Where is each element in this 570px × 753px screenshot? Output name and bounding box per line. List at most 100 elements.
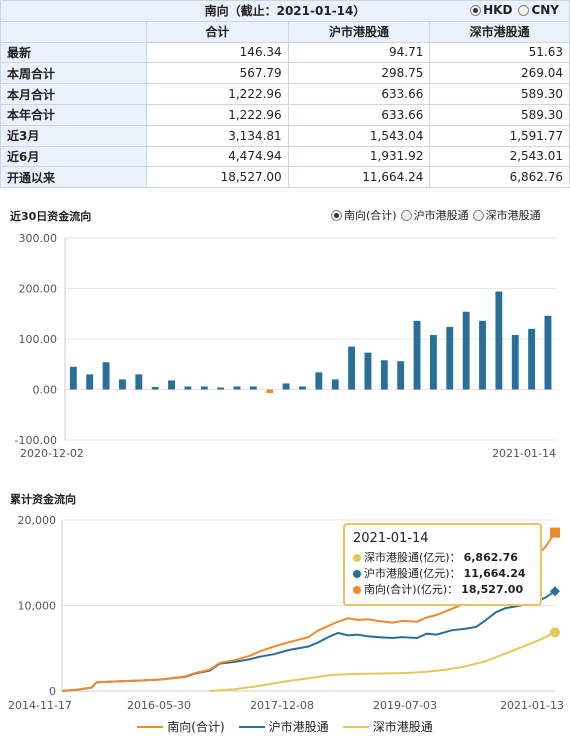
series-line[interactable] — [61, 590, 556, 692]
row-value: 589.30 — [429, 83, 570, 105]
bar[interactable] — [462, 311, 470, 390]
x-tick-label: 2017-12-08 — [250, 699, 314, 712]
tooltip-row: 南向(合计)(亿元)： 18,527.00 — [353, 582, 532, 598]
row-value: 18,527.00 — [146, 166, 289, 189]
end-marker — [550, 627, 560, 638]
legend-label: 南向(合计) — [167, 720, 225, 734]
bar[interactable] — [266, 389, 274, 394]
row-value: 589.30 — [429, 103, 570, 126]
summary-row: 最新 146.34 94.71 51.63 — [0, 41, 570, 64]
series-dot-icon — [353, 554, 361, 562]
series-dot-icon — [353, 570, 361, 578]
currency-hkd[interactable]: HKD — [470, 3, 512, 17]
summary-title: 南向（截止：2021-01-14） — [204, 4, 366, 19]
summary-row: 本月合计 1,222.96 633.66 589.30 — [0, 83, 570, 105]
bar[interactable] — [528, 328, 536, 390]
bar[interactable] — [348, 346, 356, 390]
bar[interactable] — [479, 320, 486, 390]
row-label: 本年合计 — [0, 103, 147, 126]
bar[interactable] — [544, 315, 552, 390]
bar[interactable] — [200, 386, 208, 390]
y-tick-label: -100.00 — [15, 434, 57, 447]
bar[interactable] — [380, 360, 388, 390]
bar[interactable] — [119, 379, 126, 390]
row-value: 2,543.01 — [429, 145, 570, 168]
tooltip-row: 沪市港股通(亿元)： 11,664.24 — [353, 566, 532, 582]
summary-row: 开通以来 18,527.00 11,664.24 6,862.76 — [0, 166, 570, 189]
summary-row: 本年合计 1,222.96 633.66 589.30 — [0, 103, 570, 126]
x-tick-label: 2014-11-17 — [8, 699, 72, 712]
chart-tooltip: 2021-01-14 深市港股通(亿元)： 6,862.76 沪市港股通(亿元)： 1… — [343, 523, 542, 606]
flow30-option-sz[interactable]: 深市港股通 — [472, 207, 541, 223]
bar[interactable] — [282, 383, 290, 390]
row-label: 近3月 — [0, 124, 147, 147]
tooltip-label: 沪市港股通(亿元)： — [364, 567, 461, 580]
currency-cny[interactable]: CNY — [518, 3, 559, 17]
radio-icon — [331, 209, 342, 221]
radio-icon — [470, 4, 482, 16]
bar[interactable] — [69, 366, 77, 390]
legend-label: 沪市港股通 — [268, 720, 329, 734]
bar[interactable] — [151, 386, 159, 390]
bar[interactable] — [86, 374, 94, 390]
row-label: 近6月 — [0, 145, 147, 168]
row-value: 298.75 — [287, 62, 431, 85]
currency-switch: HKD CNY — [470, 3, 559, 17]
summary-row: 近3月 3,134.81 1,543.04 1,591.77 — [0, 124, 570, 147]
flow30-option-sh[interactable]: 沪市港股通 — [400, 207, 469, 223]
column-header: 深市港股通 — [429, 20, 570, 43]
row-value: 1,931.92 — [287, 145, 431, 168]
legend-item[interactable]: 沪市港股通 — [238, 718, 329, 735]
end-marker — [550, 527, 560, 538]
row-value: 1,591.77 — [429, 124, 570, 147]
bar[interactable] — [397, 361, 405, 390]
bar[interactable] — [135, 374, 143, 390]
column-header: 沪市港股通 — [287, 20, 431, 43]
flow30-option-total[interactable]: 南向(合计) — [331, 207, 397, 223]
tooltip-value: 6,862.76 — [463, 551, 518, 564]
bar[interactable] — [184, 386, 192, 390]
legend-line-icon — [137, 725, 164, 728]
y-tick-label: 10,000 — [18, 600, 57, 613]
y-tick-label: 200.00 — [19, 283, 58, 296]
corner-cell — [0, 20, 147, 43]
y-tick-label: 300.00 — [19, 232, 58, 245]
row-value: 3,134.81 — [146, 124, 289, 147]
row-label: 最新 — [0, 41, 147, 64]
bar[interactable] — [102, 362, 110, 390]
bar[interactable] — [446, 326, 454, 390]
series-line[interactable] — [209, 631, 556, 692]
legend-item[interactable]: 深市港股通 — [342, 718, 433, 735]
bar[interactable] — [249, 386, 257, 390]
legend-line-icon — [342, 725, 369, 728]
bar[interactable] — [429, 334, 437, 390]
row-label: 开通以来 — [0, 166, 147, 189]
x-tick-label: 2021-01-14 — [492, 447, 556, 460]
row-value: 1,543.04 — [287, 124, 431, 147]
bar[interactable] — [168, 380, 175, 390]
bar[interactable] — [331, 379, 339, 390]
bar[interactable] — [495, 291, 503, 390]
flow30-series-switch: 南向(合计) 沪市港股通 深市港股通 — [331, 207, 541, 223]
legend-label: 深市港股通 — [372, 720, 433, 734]
bar[interactable] — [233, 386, 241, 390]
cumulative-title: 累计资金流向 — [10, 493, 76, 506]
bar[interactable] — [299, 386, 306, 390]
y-tick-label: 0.00 — [33, 384, 58, 397]
radio-icon — [518, 4, 530, 16]
column-header: 合计 — [146, 20, 289, 43]
bar[interactable] — [364, 352, 372, 390]
legend-line-icon — [238, 725, 265, 728]
bar[interactable] — [413, 320, 421, 390]
bar[interactable] — [511, 334, 519, 390]
bar[interactable] — [217, 387, 225, 390]
row-value: 633.66 — [287, 83, 431, 105]
tooltip-label: 南向(合计)(亿元)： — [364, 583, 459, 596]
row-value: 269.04 — [429, 62, 570, 85]
row-value: 1,222.96 — [146, 103, 289, 126]
bar[interactable] — [315, 372, 323, 390]
legend-item[interactable]: 南向(合计) — [137, 718, 225, 735]
x-tick-label: 2016-05-30 — [127, 699, 191, 712]
x-tick-label: 2019-07-03 — [373, 699, 437, 712]
